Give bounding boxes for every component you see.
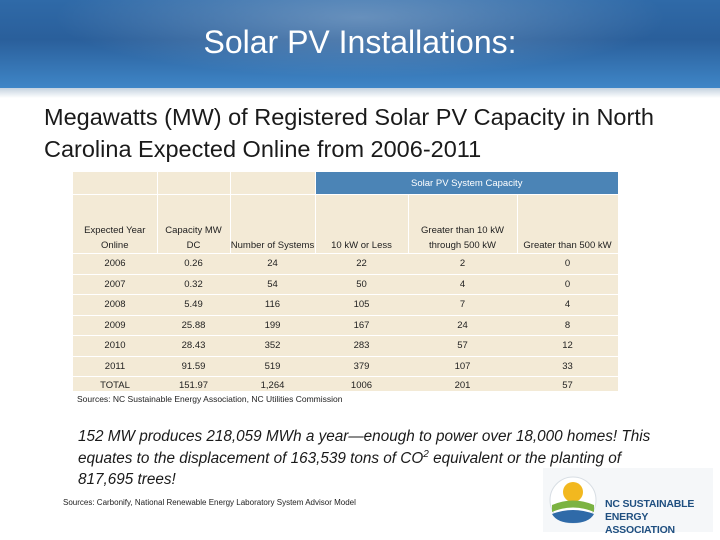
table-cell: 24 bbox=[230, 253, 315, 275]
table-cell: 50 bbox=[315, 274, 408, 295]
title-banner bbox=[0, 0, 720, 88]
table-cell: 1006 bbox=[315, 376, 408, 392]
column-header: Expected Year Online bbox=[73, 194, 158, 254]
table-cell: 0 bbox=[517, 253, 619, 275]
column-header: 10 kW or Less bbox=[315, 194, 409, 254]
column-header: Greater than 500 kW bbox=[517, 194, 619, 254]
table-cell: 33 bbox=[517, 356, 619, 377]
table-cell: 2006 bbox=[73, 253, 157, 275]
table-cell: 2007 bbox=[73, 274, 157, 295]
table-cell: 167 bbox=[315, 315, 408, 336]
table-cell: 57 bbox=[517, 376, 619, 392]
column-header: Capacity MW DC bbox=[157, 194, 231, 254]
statement-text-end: equivalent or the planting of 817,695 tr… bbox=[78, 449, 622, 489]
table-cell: 12 bbox=[517, 335, 619, 357]
table-cell: 57 bbox=[408, 335, 517, 357]
table-cell: 199 bbox=[230, 315, 315, 336]
table-cell: 2011 bbox=[73, 356, 157, 377]
table-row: 2011 91.59 519 379 107 33 bbox=[73, 356, 619, 377]
logo-wordmark: NC SUSTAINABLE ENERGY ASSOCIATION bbox=[605, 498, 720, 537]
table-cell: 151.97 bbox=[157, 376, 230, 392]
table-group-header-row: Solar PV System Capacity bbox=[73, 172, 619, 195]
table-cell: 519 bbox=[230, 356, 315, 377]
table-cell: 2 bbox=[408, 253, 517, 275]
statement-superscript: 2 bbox=[423, 448, 429, 460]
table-cell bbox=[230, 172, 316, 195]
logo-line-2: ENERGY ASSOCIATION bbox=[605, 511, 675, 536]
group-header-cell: Solar PV System Capacity bbox=[315, 172, 619, 195]
table-cell: 2009 bbox=[73, 315, 157, 336]
table-cell: 0.26 bbox=[157, 253, 230, 275]
table-cell: 116 bbox=[230, 294, 315, 316]
table-cell: 201 bbox=[408, 376, 517, 392]
table-cell: 2010 bbox=[73, 335, 157, 357]
table-cell: 28.43 bbox=[157, 335, 230, 357]
slide-title: Solar PV Installations: bbox=[203, 24, 517, 60]
table-cell: 5.49 bbox=[157, 294, 230, 316]
solar-capacity-table: Solar PV System Capacity Expected Year O… bbox=[73, 172, 619, 392]
table-cell: TOTAL bbox=[73, 376, 157, 392]
table-cell: 4 bbox=[517, 294, 619, 316]
impact-statement: 152 MW produces 218,059 MWh a year—enoug… bbox=[78, 426, 658, 491]
table-cell: 107 bbox=[408, 356, 517, 377]
table-cell: 105 bbox=[315, 294, 408, 316]
table-cell: 54 bbox=[230, 274, 315, 295]
ncsea-logo-icon bbox=[543, 468, 713, 532]
table-cell: 283 bbox=[315, 335, 408, 357]
logo-line-1: NC SUSTAINABLE bbox=[605, 498, 695, 510]
table-cell: 7 bbox=[408, 294, 517, 316]
table-row: 2008 5.49 116 105 7 4 bbox=[73, 294, 619, 316]
bottom-source-note: Sources: Carbonify, National Renewable E… bbox=[63, 498, 356, 507]
table-source-note: Sources: NC Sustainable Energy Associati… bbox=[77, 394, 343, 404]
table-cell: 24 bbox=[408, 315, 517, 336]
title-banner-shadow bbox=[0, 88, 720, 98]
table-cell bbox=[157, 172, 231, 195]
table-cell: 0.32 bbox=[157, 274, 230, 295]
table-cell: 8 bbox=[517, 315, 619, 336]
slide-subtitle: Megawatts (MW) of Registered Solar PV Ca… bbox=[44, 104, 654, 162]
table-row: 2010 28.43 352 283 57 12 bbox=[73, 335, 619, 357]
table-cell: 1,264 bbox=[230, 376, 315, 392]
table-row: 2007 0.32 54 50 4 0 bbox=[73, 274, 619, 295]
table-cell: 2008 bbox=[73, 294, 157, 316]
table-header-row: Expected Year Online Capacity MW DC Numb… bbox=[73, 194, 619, 254]
column-header: Number of Systems bbox=[230, 194, 316, 254]
table-total-row: TOTAL 151.97 1,264 1006 201 57 bbox=[73, 376, 619, 392]
table-cell: 379 bbox=[315, 356, 408, 377]
table-cell: 352 bbox=[230, 335, 315, 357]
table-cell: 22 bbox=[315, 253, 408, 275]
table-cell: 25.88 bbox=[157, 315, 230, 336]
column-header: Greater than 10 kW through 500 kW bbox=[408, 194, 518, 254]
table-cell: 0 bbox=[517, 274, 619, 295]
table-cell bbox=[73, 172, 158, 195]
table-cell: 4 bbox=[408, 274, 517, 295]
table-row: 2006 0.26 24 22 2 0 bbox=[73, 253, 619, 275]
statement-text-start: 152 MW produces 218,059 MWh a year—enoug… bbox=[78, 428, 651, 467]
table-row: 2009 25.88 199 167 24 8 bbox=[73, 315, 619, 336]
title-banner-highlight bbox=[0, 0, 720, 88]
table-cell: 91.59 bbox=[157, 356, 230, 377]
